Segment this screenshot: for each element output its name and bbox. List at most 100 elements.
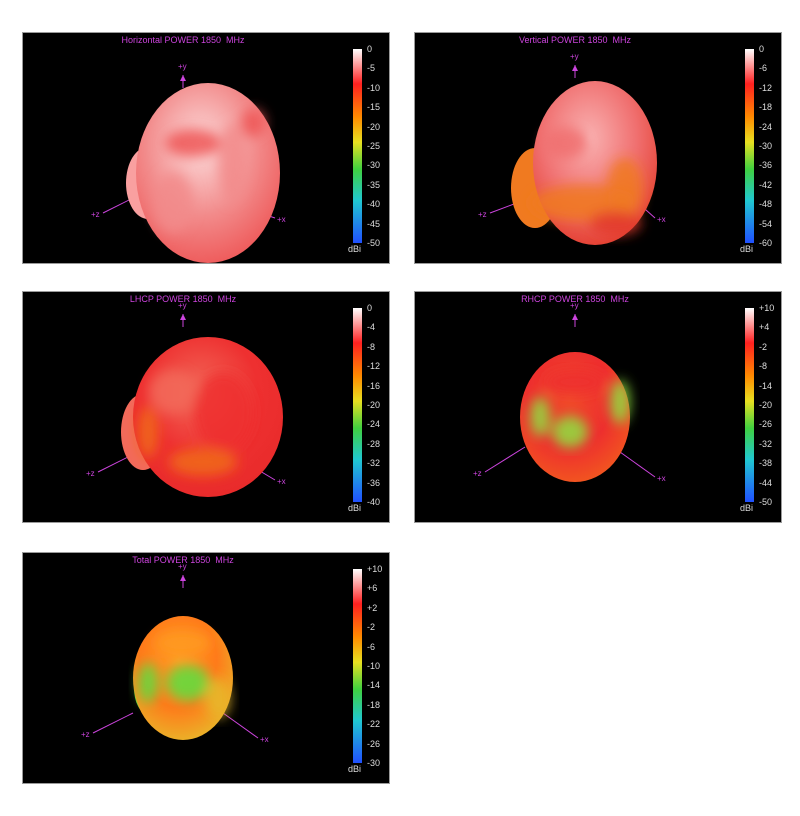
pattern-panel-horizontal: +y +z +x Horizontal POWER 1850 MHz 0 -5 -10 -15… (22, 32, 390, 264)
colorbar-tick-label: +10 (759, 303, 775, 313)
colorbar-tick-label: -4 (367, 322, 376, 333)
z-axis-label: +z (86, 469, 95, 478)
colorbar-tick-label: -36 (367, 477, 381, 488)
colorbar-tick-label: -24 (759, 121, 773, 132)
pattern-svg (484, 314, 656, 482)
colorbar-tick-label: -2 (367, 622, 376, 633)
colorbar-unit: dBi (348, 503, 362, 513)
z-axis-line (92, 712, 134, 734)
x-axis-label: +x (277, 477, 286, 486)
colorbar-tick-label: -6 (367, 641, 376, 652)
pattern-shading (530, 370, 630, 448)
panel-title: Total POWER 1850 MHz (132, 555, 234, 565)
pattern-shading-blob (165, 129, 221, 157)
colorbar-tick-label: -12 (367, 361, 381, 372)
colorbar-unit: dBi (348, 244, 362, 254)
colorbar-tick-label: 0 (759, 44, 765, 54)
colorbar-ticks: 0 -4 -8 -12 -16 -20 -24 -28 -32 -36 -40 (367, 303, 389, 507)
x-axis-label: +x (657, 215, 666, 224)
pattern-shading-blob (153, 173, 193, 233)
pattern-shading-blob (530, 397, 550, 437)
colorbar-tick-label: 0 (367, 44, 373, 54)
colorbar (353, 569, 362, 763)
z-axis-label: +z (473, 469, 482, 478)
colorbar-ticks: +10 +4 -2 -8 -14 -20 -26 -32 -38 -44 -50 (759, 303, 781, 507)
colorbar (745, 49, 754, 243)
colorbar-tick-label: -50 (759, 497, 773, 507)
pattern-panel-total: +y +z +x Total POWER 1850 MHz +10 +6 +2 -2 -6 -10… (22, 552, 390, 784)
z-axis-label: +z (91, 210, 100, 219)
pattern-shading-blob (241, 109, 265, 137)
colorbar-tick-label: 0 (367, 303, 373, 313)
y-axis-label: +y (570, 52, 579, 61)
z-axis-label: +z (478, 210, 487, 219)
colorbar-tick-label: -42 (759, 179, 773, 190)
y-axis-arrow (572, 65, 578, 71)
y-axis-arrow (180, 75, 186, 81)
colorbar-tick-label: -40 (367, 199, 381, 210)
pattern-shading-blob (166, 665, 210, 701)
y-axis-label: +y (178, 562, 187, 571)
pattern-svg (102, 75, 280, 263)
colorbar-tick-label: -54 (759, 218, 773, 229)
colorbar-tick-label: +2 (367, 602, 378, 613)
colorbar-tick-label: -28 (367, 438, 381, 449)
colorbar-tick-label: -18 (759, 102, 773, 113)
pattern-shading-blob (545, 370, 605, 394)
colorbar-tick-label: -14 (367, 680, 381, 691)
colorbar-ticks: 0 -6 -12 -18 -24 -30 -36 -42 -48 -54 -60 (759, 44, 781, 248)
pattern-shading (530, 127, 643, 235)
colorbar-tick-label: -32 (367, 458, 381, 469)
pattern-shading-blob (610, 380, 630, 424)
colorbar-tick-label: +6 (367, 583, 378, 594)
colorbar-tick-label: -6 (759, 63, 768, 74)
pattern-shading-blob (169, 448, 237, 476)
pattern-panel-rhcp: +y +z +x RHCP POWER 1850 MHz +10 +4 -2 -8 -14 -20… (414, 291, 782, 523)
colorbar-tick-label: +10 (367, 564, 383, 574)
pattern-shading-blob (219, 123, 247, 203)
pattern-shading-blob (543, 127, 587, 159)
colorbar-tick-label: -48 (759, 199, 773, 210)
colorbar-tick-label: -8 (759, 361, 768, 372)
pattern-shading-blob (193, 372, 253, 452)
colorbar-tick-label: -8 (367, 341, 376, 352)
colorbar (745, 308, 754, 502)
colorbar-tick-label: -32 (759, 438, 773, 449)
colorbar-unit: dBi (740, 244, 754, 254)
colorbar-tick-label: -10 (367, 661, 381, 671)
colorbar-tick-label: -20 (367, 400, 381, 410)
colorbar-tick-label: -35 (367, 179, 381, 190)
pattern-shading-blob (138, 406, 158, 458)
x-axis-label: +x (277, 215, 286, 224)
pattern-svg (489, 65, 657, 245)
x-axis-line (222, 712, 259, 739)
pattern-panel-vertical: +y +z +x Vertical POWER 1850 MHz 0 -6 -12 -18 -2… (414, 32, 782, 264)
colorbar-tick-label: -16 (367, 380, 381, 391)
colorbar-tick-label: -40 (367, 497, 381, 507)
colorbar-tick-label: +4 (759, 322, 770, 333)
colorbar-tick-label: -20 (759, 400, 773, 410)
colorbar-tick-label: -10 (367, 82, 381, 93)
x-axis-label: +x (260, 735, 269, 744)
pattern-shading (138, 370, 253, 476)
panel-title: RHCP POWER 1850 MHz (521, 294, 629, 304)
colorbar (353, 308, 362, 502)
y-axis-label: +y (178, 301, 187, 310)
y-axis-arrow (180, 575, 186, 581)
pattern-svg (97, 314, 283, 497)
z-axis-label: +z (81, 730, 90, 739)
colorbar-tick-label: -20 (367, 121, 381, 132)
colorbar-tick-label: -22 (367, 719, 381, 730)
colorbar-tick-label: -60 (759, 238, 773, 248)
x-axis-label: +x (657, 474, 666, 483)
pattern-shading-blob (206, 678, 230, 718)
y-axis-arrow (180, 314, 186, 320)
colorbar-tick-label: -26 (759, 419, 773, 430)
colorbar-tick-label: -24 (367, 419, 381, 430)
colorbar-tick-label: -30 (367, 758, 381, 768)
colorbar-tick-label: -26 (367, 738, 381, 749)
y-axis-label: +y (178, 62, 187, 71)
z-axis-line (484, 446, 526, 473)
colorbar-tick-label: -30 (367, 160, 381, 171)
pattern-panel-lhcp: +y +z +x LHCP POWER 1850 MHz 0 -4 -8 -12 -16 -20 -… (22, 291, 390, 523)
